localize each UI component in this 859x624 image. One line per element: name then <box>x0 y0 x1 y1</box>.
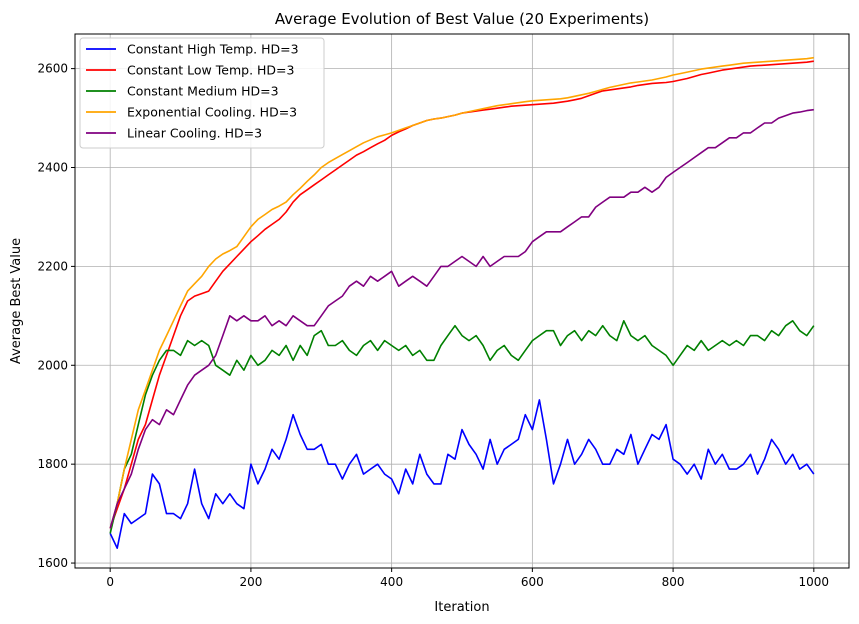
series-line-constant-medium-hd-3 <box>109 319 815 534</box>
legend-label: Exponential Cooling. HD=3 <box>127 105 297 120</box>
x-tick-label: 600 <box>521 575 544 589</box>
series-lines <box>109 56 815 550</box>
series-line-exponential-cooling-hd-3 <box>109 56 814 529</box>
x-axis-ticks: 0 200 400 600 800 1000 <box>106 568 829 589</box>
plot-frame <box>74 33 850 569</box>
y-tick-label: 1800 <box>37 457 68 471</box>
legend-label: Constant High Temp. HD=3 <box>127 42 299 57</box>
legend-label: Constant Low Temp. HD=3 <box>127 63 294 78</box>
y-tick-label: 1600 <box>37 556 68 570</box>
y-tick-label: 2000 <box>37 358 68 372</box>
series-line-linear-cooling-hd-3 <box>109 108 814 529</box>
series-line-constant-high-temp-hd-3 <box>109 399 815 550</box>
x-tick-label: 400 <box>380 575 403 589</box>
x-tick-label: 200 <box>239 575 262 589</box>
legend-label: Linear Cooling. HD=3 <box>127 126 262 141</box>
y-axis-ticks: 1600 1800 2000 2200 2400 2600 <box>37 62 75 570</box>
x-axis-label: Iteration <box>434 600 489 615</box>
x-tick-label: 800 <box>662 575 685 589</box>
legend-label: Constant Medium HD=3 <box>127 84 279 99</box>
x-tick-label: 0 <box>106 575 114 589</box>
y-tick-label: 2600 <box>37 62 68 76</box>
y-tick-label: 2200 <box>37 259 68 273</box>
y-tick-label: 2400 <box>37 161 68 175</box>
chart-title: Average Evolution of Best Value (20 Expe… <box>275 10 649 28</box>
legend: Constant High Temp. HD=3 Constant Low Tem… <box>79 37 325 149</box>
legend-box <box>79 37 325 149</box>
x-tick-label: 1000 <box>799 575 830 589</box>
y-axis-label: Average Best Value <box>9 238 24 364</box>
